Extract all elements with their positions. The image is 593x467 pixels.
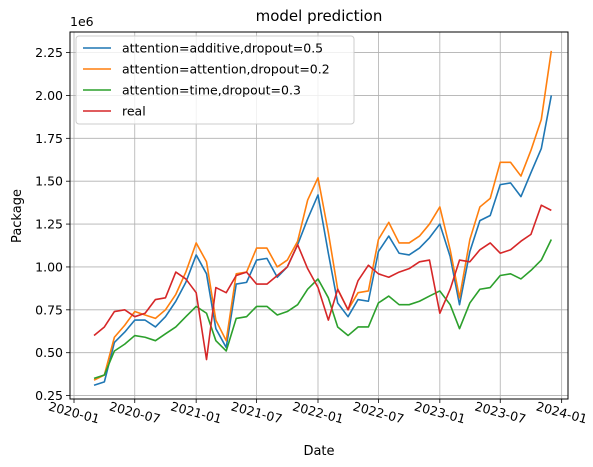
x-axis-title: Date <box>303 444 334 459</box>
legend: attention=additive,dropout=0.5 attention=… <box>75 35 355 125</box>
y-tick-label: 0.50 <box>35 345 63 360</box>
y-tick-label: 1.25 <box>35 217 63 232</box>
y-tick-label: 1.50 <box>35 174 63 189</box>
y-tick-label: 2.25 <box>35 45 63 60</box>
y-axis: 0.25 0.50 0.75 1.00 1.25 1.50 1.75 2.00 2.25 <box>35 45 70 403</box>
series-lines <box>93 50 553 387</box>
legend-box <box>75 35 355 125</box>
legend-label-2: attention=attention,dropout=0.2 <box>122 62 330 77</box>
x-axis: 2020-01 2020-07 2021-01 2021-07 2022-01 2022-… <box>47 399 589 427</box>
y-tick-label: 0.75 <box>35 302 63 317</box>
series-line-3 <box>93 239 553 380</box>
y-tick-label: 1.75 <box>35 131 63 146</box>
series-line-1 <box>93 95 553 387</box>
series-line-4 <box>93 204 552 361</box>
y-offset-label: 1e6 <box>70 14 94 29</box>
y-tick-label: 1.00 <box>35 259 63 274</box>
legend-label-1: attention=additive,dropout=0.5 <box>122 41 323 56</box>
plot-border <box>69 31 569 400</box>
chart-title: model prediction <box>256 7 383 25</box>
y-tick-label: 0.25 <box>35 388 63 403</box>
series-line-2 <box>93 50 553 381</box>
y-axis-title: Package <box>10 189 25 243</box>
y-tick-label: 2.00 <box>35 88 63 103</box>
legend-label-4: real <box>122 104 146 119</box>
legend-label-3: attention=time,dropout=0.3 <box>122 83 301 98</box>
